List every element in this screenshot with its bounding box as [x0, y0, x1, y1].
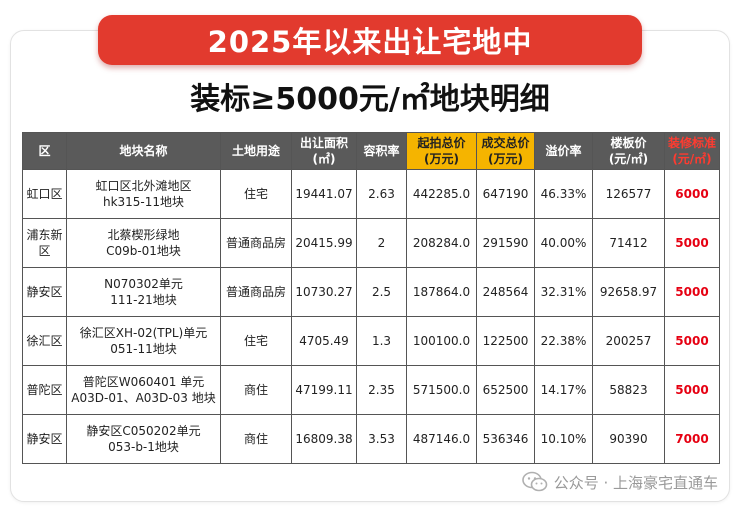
cell-decoration: 5000 [664, 267, 720, 317]
cell-floor-price: 92658.97 [592, 267, 665, 317]
cell-premium: 40.00% [534, 218, 593, 268]
cell-floor-price: 58823 [592, 365, 665, 415]
cell-deal-price: 652500 [476, 365, 535, 415]
cell-decoration: 5000 [664, 218, 720, 268]
cell-district: 静安区 [22, 414, 67, 464]
table-row: 静安区 静安区C050202单元 053-b-1地块 商住 16809.38 3.… [22, 414, 720, 464]
table-row: 徐汇区 徐汇区XH-02(TPL)单元 051-11地块 住宅 4705.49 1… [22, 316, 720, 366]
cell-parcel-name: N070302单元 111-21地块 [66, 267, 221, 317]
header-decoration: 装修标准 (元/㎡) [664, 132, 720, 170]
table-row: 静安区 N070302单元 111-21地块 普通商品房 10730.27 2.5… [22, 267, 720, 317]
cell-deal-price: 536346 [476, 414, 535, 464]
cell-decoration: 6000 [664, 169, 720, 219]
cell-area: 19441.07 [291, 169, 357, 219]
source-label: 公众号 · 上海豪宅直通车 [553, 473, 718, 492]
cell-premium: 46.33% [534, 169, 593, 219]
cell-parcel-name: 虹口区北外滩地区 hk315-11地块 [66, 169, 221, 219]
cell-area: 10730.27 [291, 267, 357, 317]
cell-premium: 10.10% [534, 414, 593, 464]
cell-parcel-name: 徐汇区XH-02(TPL)单元 051-11地块 [66, 316, 221, 366]
cell-start-price: 442285.0 [406, 169, 477, 219]
cell-parcel-name: 北蔡楔形绿地 C09b-01地块 [66, 218, 221, 268]
cell-district: 普陀区 [22, 365, 67, 415]
cell-premium: 14.17% [534, 365, 593, 415]
cell-area: 47199.11 [291, 365, 357, 415]
cell-start-price: 487146.0 [406, 414, 477, 464]
page-subtitle: 装标≥5000元/㎡地块明细 [190, 82, 550, 117]
cell-land-use: 住宅 [220, 316, 292, 366]
source-footer: 公众号 · 上海豪宅直通车 [521, 470, 718, 494]
banner-title: 2025年以来出让宅地中 [98, 15, 642, 65]
header-deal-price: 成交总价 (万元) [476, 132, 535, 170]
table-row: 浦东新区 北蔡楔形绿地 C09b-01地块 普通商品房 20415.99 2 20… [22, 218, 720, 268]
cell-district: 静安区 [22, 267, 67, 317]
header-far: 容积率 [356, 132, 407, 170]
header-premium: 溢价率 [534, 132, 593, 170]
wechat-icon [521, 471, 547, 492]
cell-far: 2.63 [356, 169, 407, 219]
cell-decoration: 7000 [664, 414, 720, 464]
cell-start-price: 187864.0 [406, 267, 477, 317]
table-row: 虹口区 虹口区北外滩地区 hk315-11地块 住宅 19441.07 2.63 … [22, 169, 720, 219]
cell-area: 4705.49 [291, 316, 357, 366]
cell-premium: 32.31% [534, 267, 593, 317]
cell-deal-price: 647190 [476, 169, 535, 219]
header-floor-price: 楼板价 (元/㎡) [592, 132, 665, 170]
cell-far: 1.3 [356, 316, 407, 366]
cell-area: 20415.99 [291, 218, 357, 268]
cell-district: 虹口区 [22, 169, 67, 219]
cell-land-use: 商住 [220, 365, 292, 415]
cell-floor-price: 71412 [592, 218, 665, 268]
table-row: 普陀区 普陀区W060401 单元 A03D-01、A03D-03 地块 商住 4… [22, 365, 720, 415]
cell-parcel-name: 静安区C050202单元 053-b-1地块 [66, 414, 221, 464]
cell-floor-price: 90390 [592, 414, 665, 464]
cell-deal-price: 248564 [476, 267, 535, 317]
cell-floor-price: 200257 [592, 316, 665, 366]
cell-deal-price: 122500 [476, 316, 535, 366]
cell-start-price: 571500.0 [406, 365, 477, 415]
header-land-use: 土地用途 [220, 132, 292, 170]
header-parcel-name: 地块名称 [66, 132, 221, 170]
cell-district: 徐汇区 [22, 316, 67, 366]
cell-land-use: 商住 [220, 414, 292, 464]
cell-far: 3.53 [356, 414, 407, 464]
header-district: 区 [22, 132, 67, 170]
land-parcel-table: 区 地块名称 土地用途 出让面积 (㎡) 容积率 起拍总价 (万元) 成交总价 (万元… [22, 132, 720, 464]
cell-district: 浦东新区 [22, 218, 67, 268]
cell-start-price: 208284.0 [406, 218, 477, 268]
cell-start-price: 100100.0 [406, 316, 477, 366]
table-header-row: 区 地块名称 土地用途 出让面积 (㎡) 容积率 起拍总价 (万元) 成交总价 (万元… [22, 132, 720, 170]
cell-land-use: 普通商品房 [220, 267, 292, 317]
header-start-price: 起拍总价 (万元) [406, 132, 477, 170]
cell-decoration: 5000 [664, 365, 720, 415]
cell-far: 2 [356, 218, 407, 268]
cell-area: 16809.38 [291, 414, 357, 464]
header-area: 出让面积 (㎡) [291, 132, 357, 170]
cell-far: 2.5 [356, 267, 407, 317]
cell-parcel-name: 普陀区W060401 单元 A03D-01、A03D-03 地块 [66, 365, 221, 415]
cell-premium: 22.38% [534, 316, 593, 366]
cell-far: 2.35 [356, 365, 407, 415]
cell-decoration: 5000 [664, 316, 720, 366]
cell-deal-price: 291590 [476, 218, 535, 268]
cell-land-use: 住宅 [220, 169, 292, 219]
cell-floor-price: 126577 [592, 169, 665, 219]
cell-land-use: 普通商品房 [220, 218, 292, 268]
